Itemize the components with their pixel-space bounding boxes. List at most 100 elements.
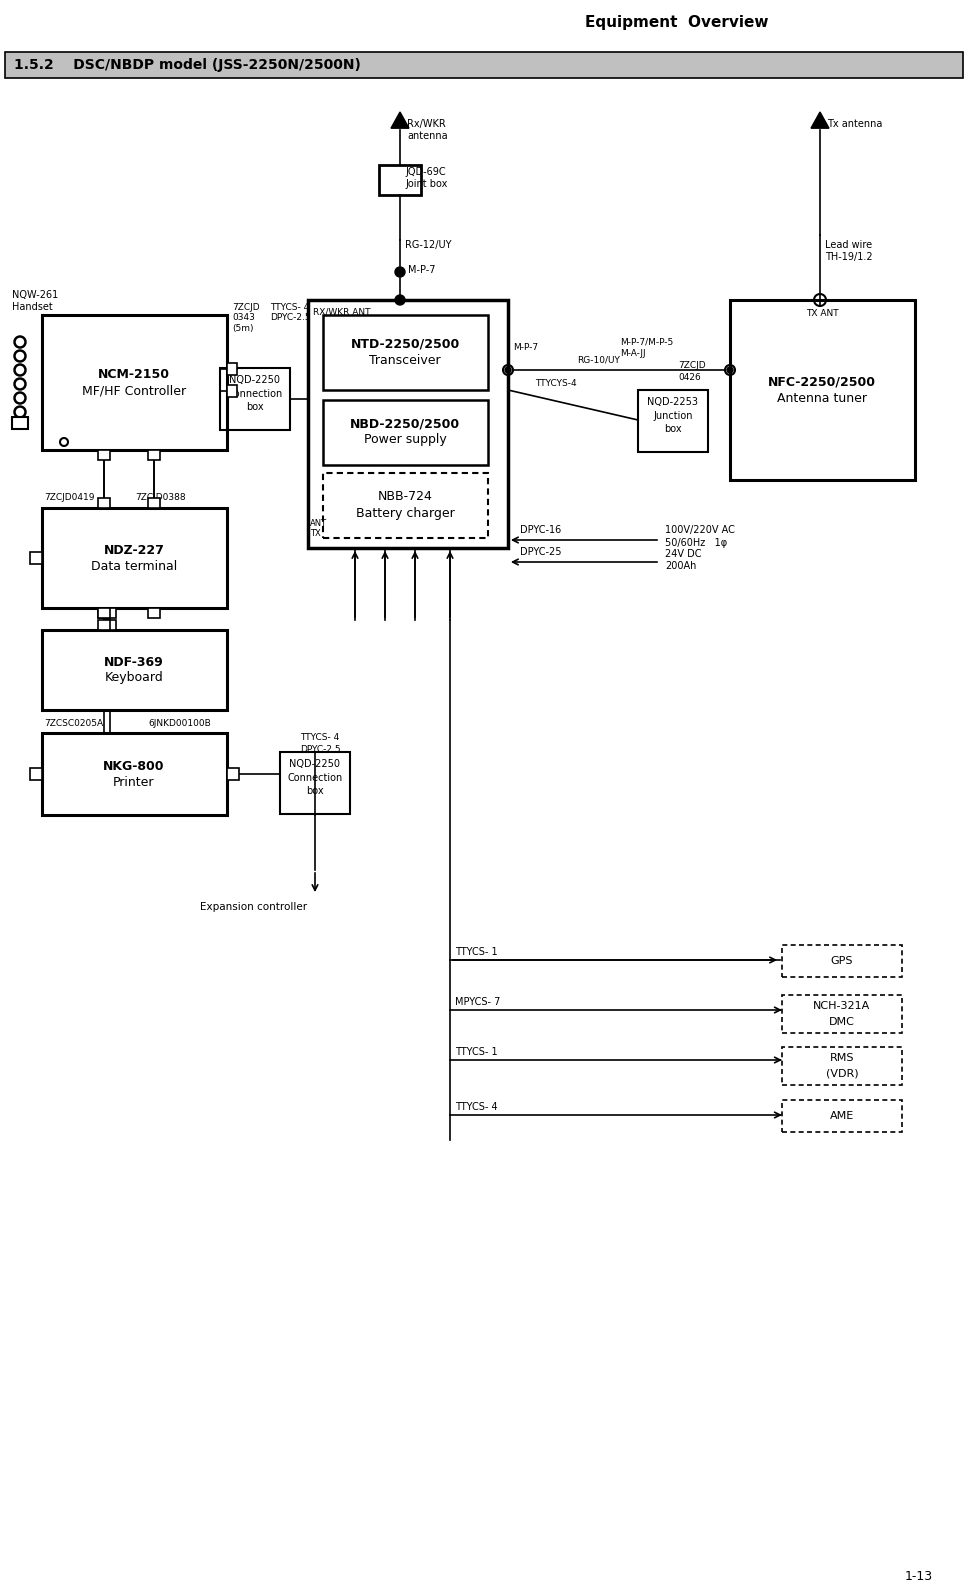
Text: Keyboard: Keyboard xyxy=(105,671,163,684)
Text: (5m): (5m) xyxy=(232,324,253,333)
Text: M-A-JJ: M-A-JJ xyxy=(620,348,646,357)
Text: AME: AME xyxy=(830,1112,854,1121)
Bar xyxy=(98,608,110,617)
Bar xyxy=(98,450,110,459)
Text: TX ANT: TX ANT xyxy=(806,309,838,319)
Bar xyxy=(782,1046,902,1085)
Text: Expansion controller: Expansion controller xyxy=(200,903,307,912)
Bar xyxy=(782,1101,902,1132)
Text: M-P-7: M-P-7 xyxy=(513,343,538,352)
Bar xyxy=(42,314,227,450)
Bar xyxy=(308,300,508,549)
Bar xyxy=(98,498,110,507)
Text: NQD-2253: NQD-2253 xyxy=(648,397,698,407)
Text: MF/HF Controller: MF/HF Controller xyxy=(82,384,186,397)
Text: DPYC-2.5: DPYC-2.5 xyxy=(300,745,341,754)
Text: box: box xyxy=(306,786,323,796)
Bar xyxy=(280,751,350,813)
Text: 7ZCJD0419: 7ZCJD0419 xyxy=(44,493,94,502)
Text: Tx antenna: Tx antenna xyxy=(827,120,883,129)
Text: TX: TX xyxy=(310,528,320,538)
Text: antenna: antenna xyxy=(407,131,448,140)
Text: 200Ah: 200Ah xyxy=(665,561,696,571)
Text: NQD-2250: NQD-2250 xyxy=(289,759,341,769)
Bar xyxy=(323,474,488,538)
Text: Connection: Connection xyxy=(287,774,343,783)
Text: 7ZCJD: 7ZCJD xyxy=(678,360,706,370)
Text: NKG-800: NKG-800 xyxy=(103,759,165,772)
Bar xyxy=(98,608,110,617)
Bar xyxy=(104,620,116,630)
Bar xyxy=(730,300,915,480)
Text: Lead wire: Lead wire xyxy=(825,239,872,250)
Bar xyxy=(42,734,227,815)
Text: TTYCYS-4: TTYCYS-4 xyxy=(535,378,577,388)
Text: 1.5.2    DSC/NBDP model (JSS-2250N/2500N): 1.5.2 DSC/NBDP model (JSS-2250N/2500N) xyxy=(14,57,361,72)
Bar xyxy=(98,620,110,630)
Bar xyxy=(104,608,116,617)
Bar xyxy=(148,498,160,507)
Text: (VDR): (VDR) xyxy=(825,1069,858,1078)
Text: TH-19/1.2: TH-19/1.2 xyxy=(825,252,873,262)
Text: 24V DC: 24V DC xyxy=(665,549,701,558)
Bar xyxy=(782,995,902,1034)
Circle shape xyxy=(727,367,733,373)
Bar xyxy=(5,53,963,78)
Text: NCH-321A: NCH-321A xyxy=(814,1002,871,1011)
Bar xyxy=(30,769,42,780)
Polygon shape xyxy=(811,112,829,128)
Text: GPS: GPS xyxy=(831,955,854,967)
Bar xyxy=(30,552,42,565)
Text: M-P-7: M-P-7 xyxy=(408,265,436,274)
Text: Power supply: Power supply xyxy=(363,434,447,447)
Text: Transceiver: Transceiver xyxy=(369,354,441,367)
Text: TTYCS- 1: TTYCS- 1 xyxy=(455,1046,497,1057)
Text: 1-13: 1-13 xyxy=(905,1571,933,1584)
Bar xyxy=(148,608,160,617)
Text: NBD-2250/2500: NBD-2250/2500 xyxy=(350,418,460,431)
Bar xyxy=(323,400,488,466)
Bar xyxy=(323,314,488,391)
Text: Joint box: Joint box xyxy=(405,179,448,188)
Text: DPYC-25: DPYC-25 xyxy=(520,547,561,557)
Text: DPYC-16: DPYC-16 xyxy=(520,525,561,534)
Bar xyxy=(42,507,227,608)
Text: 0343: 0343 xyxy=(232,314,254,322)
Text: M-P-7/M-P-5: M-P-7/M-P-5 xyxy=(620,338,673,346)
Text: 100V/220V AC: 100V/220V AC xyxy=(665,525,735,534)
Text: Antenna tuner: Antenna tuner xyxy=(777,391,867,405)
Text: Equipment  Overview: Equipment Overview xyxy=(585,14,768,29)
Bar xyxy=(148,450,160,459)
Bar xyxy=(227,769,239,780)
Text: NQD-2250: NQD-2250 xyxy=(229,375,281,384)
Text: Rx/WKR: Rx/WKR xyxy=(407,120,446,129)
Circle shape xyxy=(395,295,405,305)
Circle shape xyxy=(395,266,405,278)
Text: box: box xyxy=(664,424,682,434)
Text: Data terminal: Data terminal xyxy=(91,560,177,573)
Bar xyxy=(227,384,237,397)
Text: RG-10/UY: RG-10/UY xyxy=(578,356,620,365)
Text: box: box xyxy=(247,402,264,412)
Text: TTYCS- 4: TTYCS- 4 xyxy=(455,1102,497,1112)
Text: 7ZCJD: 7ZCJD xyxy=(232,303,259,311)
Polygon shape xyxy=(391,112,409,128)
Bar xyxy=(782,944,902,978)
Text: 7ZCJD0388: 7ZCJD0388 xyxy=(135,493,185,502)
Text: Junction: Junction xyxy=(653,412,692,421)
Bar xyxy=(42,630,227,710)
Bar xyxy=(379,164,421,195)
Text: 50/60Hz   1φ: 50/60Hz 1φ xyxy=(665,538,727,549)
Text: NQW-261: NQW-261 xyxy=(12,290,58,300)
Text: NDZ-227: NDZ-227 xyxy=(104,544,164,557)
Text: NTD-2250/2500: NTD-2250/2500 xyxy=(351,338,459,351)
Bar xyxy=(12,416,28,429)
Text: NCM-2150: NCM-2150 xyxy=(98,367,170,381)
Bar xyxy=(220,368,290,431)
Text: TTYCS- 4: TTYCS- 4 xyxy=(270,303,309,311)
Text: RX/WKR ANT: RX/WKR ANT xyxy=(313,308,371,316)
Text: NFC-2250/2500: NFC-2250/2500 xyxy=(768,375,876,389)
Text: Battery charger: Battery charger xyxy=(355,507,454,520)
Text: NBB-724: NBB-724 xyxy=(378,491,432,504)
Text: 0426: 0426 xyxy=(678,373,701,381)
